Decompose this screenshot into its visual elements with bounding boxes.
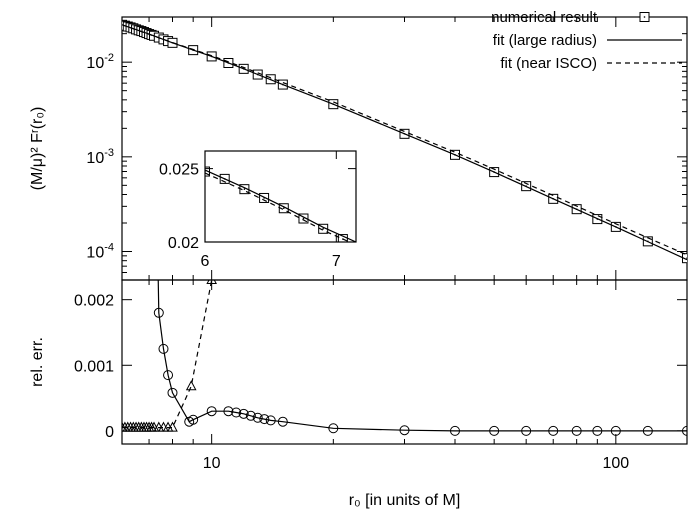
relerr-circle-point xyxy=(328,423,339,434)
upper-ylabel: (M/μ)² Fʳ(r₀) xyxy=(29,107,46,191)
inset-data-point-dot xyxy=(283,207,285,209)
lower-plot-area xyxy=(122,280,687,436)
relerr-circle-point xyxy=(223,406,234,417)
relerr-circle-point xyxy=(163,370,174,381)
relerr-circle-point xyxy=(167,387,178,398)
relerr-circle-point xyxy=(682,425,687,436)
legend: numerical result fit (large radius) fit (n… xyxy=(491,9,682,72)
inset-ytick-label: 0.025 xyxy=(159,162,199,179)
inset-xtick-label: 6 xyxy=(201,253,210,270)
inset-data-point-square xyxy=(278,203,289,214)
relerr-circle-point xyxy=(548,425,559,436)
lower-xlabel: r₀ [in units of M] xyxy=(349,492,461,509)
relerr-circle-point xyxy=(252,412,263,423)
relerr-circle-point xyxy=(277,416,288,427)
relerr-circle-point xyxy=(571,425,582,436)
relerr-circle-point xyxy=(259,414,270,425)
inset-frame xyxy=(204,150,357,243)
axis-labels: (M/μ)² Fʳ(r₀) rel. err. r₀ [in units of M] xyxy=(29,107,460,509)
lower-ylabel: rel. err. xyxy=(29,337,46,387)
relerr-triangle-point xyxy=(185,380,197,391)
relerr-triangle-point xyxy=(206,280,217,284)
relerr-circle-point xyxy=(238,408,249,419)
lower-ytick-label: 0 xyxy=(105,424,114,441)
inset-xtick-label: 7 xyxy=(332,253,341,270)
inset-data-point-dot xyxy=(243,188,246,190)
legend-label: fit (large radius) xyxy=(493,32,597,49)
relerr-circle-point xyxy=(153,307,164,318)
relerr-circle-point xyxy=(399,425,410,436)
inset-data-point-square xyxy=(337,234,348,242)
inset-data-point-square xyxy=(259,192,270,203)
relerr-triangle-point xyxy=(122,421,128,432)
legend-square-dot xyxy=(643,16,646,18)
inset-ytick-label: 0.02 xyxy=(168,235,199,252)
relerr-circle-point xyxy=(592,425,603,436)
inset-data-point-dot xyxy=(322,228,324,230)
data-point-dot xyxy=(686,257,687,259)
lower-xtick-label: 10 xyxy=(203,455,221,472)
inset-data-point-dot xyxy=(342,238,344,240)
fit-near-isco-line xyxy=(122,24,687,256)
relerr-circle-point xyxy=(231,407,242,418)
relerr-circle-point xyxy=(610,425,621,436)
inset-data-point-square xyxy=(219,173,230,184)
lower-frame xyxy=(121,279,688,445)
relerr-circle-point xyxy=(265,415,276,426)
relerr-circle-point xyxy=(188,414,199,425)
upper-panel: 10-2 10-3 10-4 xyxy=(86,16,688,281)
relerr-circle-point xyxy=(489,425,500,436)
relerr-circle-point xyxy=(158,343,169,354)
lower-xtick-label: 100 xyxy=(602,455,629,472)
lower-ytick-label: 0.002 xyxy=(74,293,114,310)
legend-label: numerical result xyxy=(491,9,598,26)
inset-plot-area xyxy=(205,166,356,242)
inset-fit-near-isco-line xyxy=(205,172,351,242)
lower-panel: 0.002 0.001 0 10 100 xyxy=(74,279,688,472)
upper-ytick-label: 10-4 xyxy=(86,242,114,262)
relerr-near-isco-line xyxy=(122,280,213,429)
upper-ytick-label: 10-2 xyxy=(86,52,114,72)
inset-data-point-square xyxy=(298,213,309,224)
inset-panel: 0.025 0.026 7 xyxy=(159,150,357,270)
inset-data-point-dot xyxy=(263,197,265,199)
relerr-circle-point xyxy=(642,425,653,436)
relerr-large-radius-line xyxy=(157,280,687,432)
relerr-circle-point xyxy=(449,425,460,436)
legend-label: fit (near ISCO) xyxy=(500,55,597,72)
upper-plot-area xyxy=(122,19,687,264)
relerr-triangle-point xyxy=(167,421,178,432)
upper-ytick-label: 10-3 xyxy=(86,147,114,167)
relerr-circle-point xyxy=(245,410,256,421)
relerr-circle-point xyxy=(521,425,532,436)
lower-ytick-label: 0.001 xyxy=(74,358,114,375)
inset-fit-large-radius-line xyxy=(205,169,356,242)
relerr-triangle-point xyxy=(158,421,169,432)
inset-data-point-dot xyxy=(302,217,305,220)
relerr-triangle-point xyxy=(162,421,174,432)
inset-data-point-dot xyxy=(205,170,206,173)
relerr-circle-point xyxy=(206,406,217,417)
